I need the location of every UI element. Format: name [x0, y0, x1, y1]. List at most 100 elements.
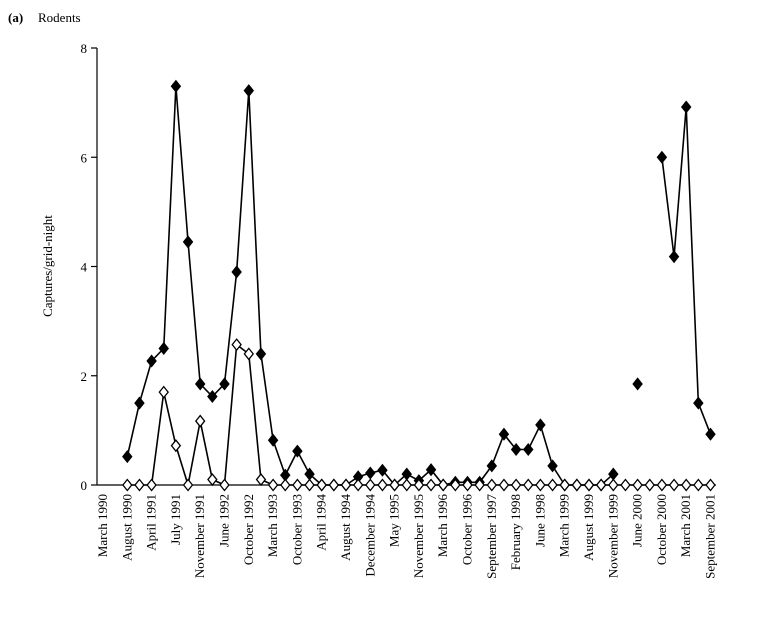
- x-tick-label: May 1995: [387, 494, 402, 547]
- y-axis-label: Captures/grid-night: [40, 215, 55, 317]
- data-point: [583, 478, 595, 492]
- data-point: [316, 478, 327, 492]
- x-tick-label: March 1996: [435, 494, 450, 558]
- chart-title: Rodents: [38, 10, 81, 25]
- data-point: [219, 377, 230, 391]
- data-point: [255, 347, 267, 361]
- data-point: [462, 478, 473, 492]
- data-point: [668, 250, 680, 264]
- data-point: [523, 478, 534, 492]
- x-tick-label: June 2000: [630, 494, 645, 547]
- data-point: [474, 478, 485, 492]
- data-point: [207, 472, 218, 487]
- data-point: [352, 478, 364, 492]
- data-point: [158, 385, 169, 399]
- data-point: [292, 444, 303, 458]
- x-tick-label: March 1990: [95, 494, 110, 557]
- data-point: [389, 478, 400, 492]
- data-point: [510, 442, 522, 457]
- data-point: [656, 478, 668, 492]
- series-line: [661, 106, 712, 435]
- data-point: [194, 377, 206, 391]
- data-point: [595, 478, 607, 492]
- data-point: [170, 79, 182, 93]
- data-point: [401, 478, 412, 492]
- data-point: [328, 478, 340, 492]
- data-point: [292, 478, 303, 492]
- x-tick-label: December 1994: [362, 494, 377, 577]
- data-point: [656, 150, 668, 164]
- x-tick-label: February 1998: [508, 494, 523, 570]
- x-tick-label: April 1991: [144, 494, 159, 551]
- data-point: [182, 235, 194, 249]
- x-tick-label: August 1999: [581, 494, 596, 561]
- x-tick-label: October 1996: [460, 494, 475, 566]
- data-point: [304, 478, 315, 492]
- data-point: [450, 478, 461, 492]
- data-point: [134, 396, 145, 410]
- data-point: [486, 459, 498, 473]
- x-tick-label: September 1997: [484, 494, 499, 579]
- data-point: [340, 478, 352, 492]
- data-point: [559, 478, 570, 492]
- x-tick-label: March 1993: [265, 494, 280, 557]
- data-point: [377, 463, 388, 477]
- data-point: [535, 478, 546, 492]
- x-tick-label: June 1998: [532, 494, 547, 547]
- data-point: [255, 472, 267, 487]
- y-tick-label: 2: [81, 369, 88, 384]
- data-point: [680, 478, 692, 492]
- x-tick-label: October 1993: [289, 494, 304, 565]
- x-tick-label: March 2001: [678, 494, 693, 557]
- data-point: [523, 442, 534, 457]
- y-tick-label: 8: [81, 41, 88, 56]
- data-point: [207, 389, 218, 404]
- panel-label: (a): [8, 10, 23, 25]
- data-point: [571, 478, 583, 492]
- x-tick-label: October 1992: [241, 494, 256, 565]
- data-point: [243, 84, 255, 98]
- data-point: [280, 478, 291, 492]
- data-point: [134, 478, 145, 492]
- data-point: [668, 478, 680, 492]
- data-point: [219, 478, 230, 492]
- x-tick-label: June 1992: [217, 494, 232, 547]
- data-point: [158, 341, 169, 355]
- data-point: [146, 478, 157, 492]
- data-point: [365, 478, 376, 492]
- x-tick-label: July 1991: [168, 494, 183, 545]
- data-point: [122, 478, 133, 492]
- data-point: [194, 414, 206, 428]
- data-point: [644, 478, 655, 492]
- data-point: [267, 478, 279, 492]
- data-point: [377, 478, 388, 492]
- data-point: [231, 265, 242, 279]
- data-point: [680, 100, 692, 114]
- x-tick-label: November 1999: [605, 494, 620, 578]
- data-point: [425, 463, 437, 477]
- data-point: [243, 347, 255, 361]
- data-point: [437, 478, 449, 492]
- data-point: [182, 478, 194, 492]
- data-point: [401, 467, 412, 481]
- x-tick-label: October 2000: [654, 494, 669, 565]
- series-line: [127, 343, 711, 487]
- x-tick-label: August 1990: [119, 494, 134, 561]
- data-point: [146, 354, 157, 368]
- x-tick-label: March 1999: [557, 494, 572, 557]
- data-point: [547, 459, 558, 473]
- y-tick-label: 4: [81, 260, 88, 275]
- data-point: [498, 478, 510, 492]
- data-point: [425, 478, 437, 492]
- data-point: [304, 467, 315, 481]
- data-point: [486, 478, 498, 492]
- data-point: [122, 450, 133, 464]
- data-point: [705, 478, 716, 492]
- data-point: [547, 478, 558, 492]
- data-point: [365, 466, 376, 480]
- x-tick-label: August 1994: [338, 494, 353, 561]
- data-point: [632, 377, 643, 391]
- data-point: [632, 478, 643, 492]
- data-point: [170, 439, 182, 453]
